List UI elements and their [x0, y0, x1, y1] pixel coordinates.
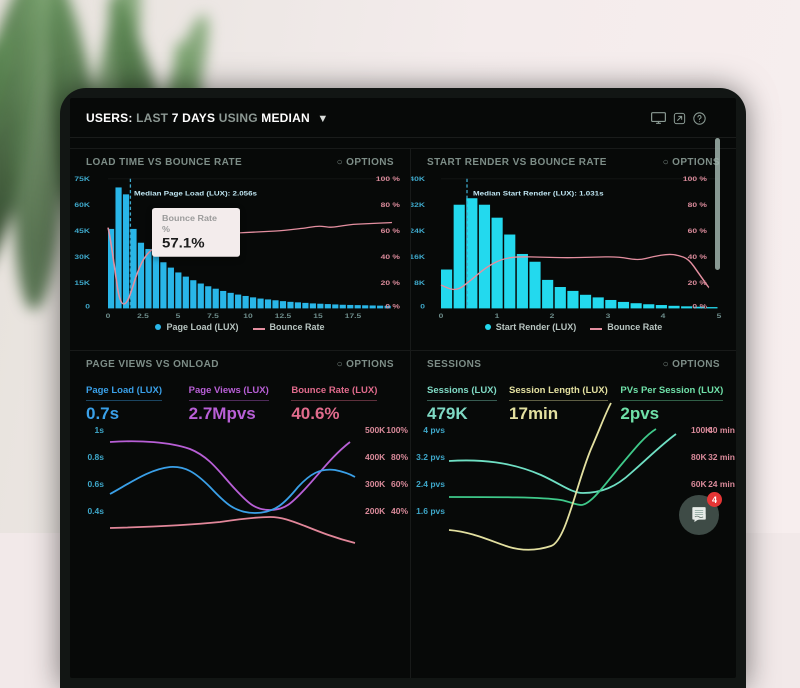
svg-text:15: 15 [313, 312, 323, 320]
svg-text:4: 4 [661, 312, 667, 320]
svg-text:0: 0 [85, 302, 90, 310]
svg-text:17.5: 17.5 [345, 312, 362, 320]
svg-text:60%: 60% [391, 479, 408, 489]
svg-text:2.5: 2.5 [137, 312, 150, 320]
svg-text:80 %: 80 % [688, 201, 708, 209]
svg-text:75K: 75K [74, 175, 90, 183]
svg-text:1s: 1s [95, 425, 105, 435]
svg-text:500K: 500K [365, 425, 386, 435]
svg-text:2: 2 [550, 312, 555, 320]
svg-text:0: 0 [106, 312, 111, 320]
svg-text:0 %: 0 % [692, 302, 707, 310]
svg-text:60K: 60K [691, 479, 707, 489]
svg-text:0.6s: 0.6s [87, 479, 104, 489]
svg-text:24 min: 24 min [708, 479, 735, 489]
svg-text:60K: 60K [74, 201, 90, 209]
svg-text:0.4s: 0.4s [87, 506, 104, 516]
svg-text:8K: 8K [414, 279, 425, 287]
svg-text:0: 0 [439, 312, 444, 320]
svg-text:5: 5 [176, 312, 182, 320]
svg-text:1: 1 [495, 312, 501, 320]
svg-text:40K: 40K [411, 175, 425, 183]
svg-text:Median Page Load (LUX): 2.056s: Median Page Load (LUX): 2.056s [134, 189, 257, 197]
svg-text:32 min: 32 min [708, 452, 735, 462]
svg-text:15K: 15K [74, 279, 90, 287]
svg-text:7.5: 7.5 [207, 312, 220, 320]
svg-text:200K: 200K [365, 506, 386, 516]
svg-text:16K: 16K [411, 253, 425, 261]
svg-text:40%: 40% [391, 506, 408, 516]
svg-text:80K: 80K [691, 452, 707, 462]
svg-text:45K: 45K [74, 227, 90, 235]
svg-text:2.4 pvs: 2.4 pvs [416, 479, 445, 489]
svg-text:32K: 32K [411, 201, 425, 209]
svg-text:24K: 24K [411, 227, 425, 235]
svg-text:3.2 pvs: 3.2 pvs [416, 452, 445, 462]
svg-text:20 %: 20 % [381, 279, 401, 287]
svg-text:3: 3 [606, 312, 611, 320]
svg-text:40 %: 40 % [381, 253, 401, 261]
svg-text:10: 10 [243, 312, 252, 320]
svg-text:20 %: 20 % [688, 279, 708, 287]
svg-text:40 %: 40 % [688, 253, 708, 261]
svg-text:60 %: 60 % [381, 227, 401, 235]
svg-text:30K: 30K [74, 253, 90, 261]
svg-text:80%: 80% [391, 452, 408, 462]
svg-text:0 %: 0 % [385, 302, 400, 310]
svg-text:0.8s: 0.8s [87, 452, 104, 462]
svg-text:400K: 400K [365, 452, 386, 462]
svg-text:1.6 pvs: 1.6 pvs [416, 506, 445, 516]
svg-text:0: 0 [420, 302, 425, 310]
svg-text:100%: 100% [386, 425, 408, 435]
svg-text:60 %: 60 % [688, 227, 708, 235]
svg-text:Median Start Render (LUX): 1.0: Median Start Render (LUX): 1.031s [473, 189, 604, 197]
svg-text:4 pvs: 4 pvs [423, 425, 445, 435]
svg-text:100 %: 100 % [683, 175, 707, 183]
svg-text:5: 5 [717, 312, 723, 320]
svg-text:40 min: 40 min [708, 425, 735, 435]
svg-text:80 %: 80 % [381, 201, 401, 209]
svg-text:12.5: 12.5 [275, 312, 292, 320]
svg-text:300K: 300K [365, 479, 386, 489]
svg-text:100 %: 100 % [376, 175, 400, 183]
